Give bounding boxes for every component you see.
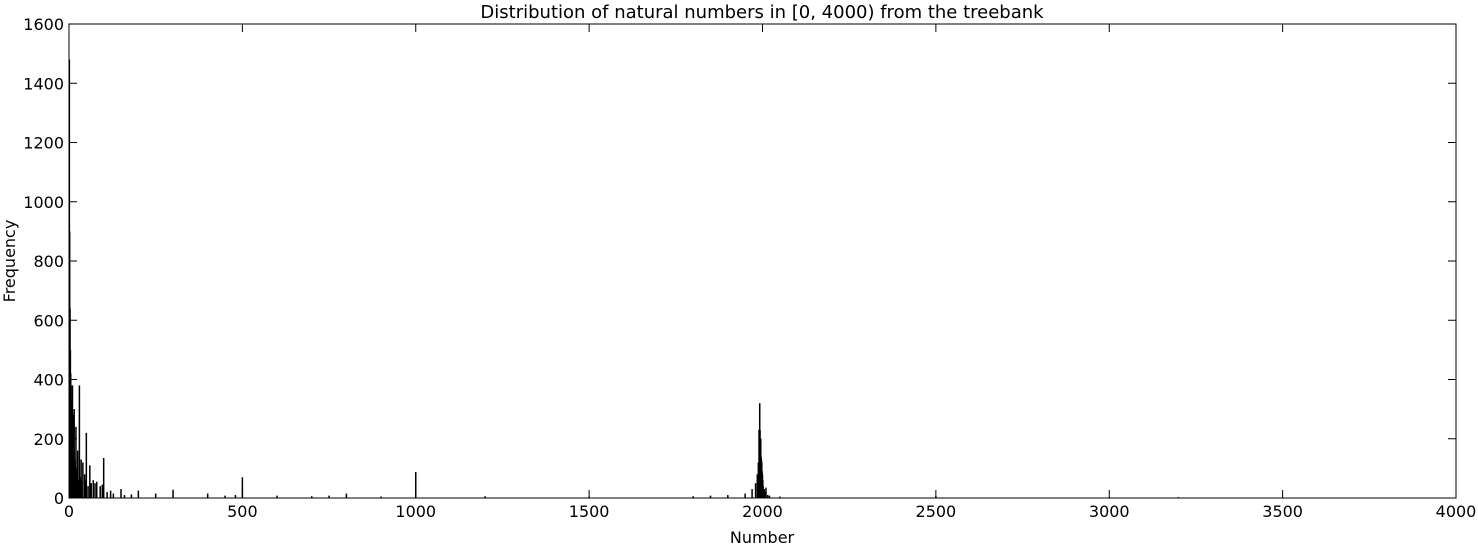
- bar: [154, 493, 157, 498]
- bar: [78, 385, 81, 498]
- bar: [89, 465, 91, 498]
- bar: [276, 495, 278, 498]
- bar: [380, 496, 382, 498]
- y-tick-label: 1400: [23, 74, 64, 93]
- x-tick-label: 2500: [916, 502, 957, 521]
- y-tick-label: 800: [33, 252, 64, 271]
- y-tick-label: 1200: [23, 134, 64, 153]
- bar: [709, 495, 712, 498]
- bar: [94, 483, 96, 498]
- bar: [90, 483, 92, 498]
- bar: [310, 496, 313, 498]
- bar: [754, 483, 757, 498]
- bar: [76, 450, 79, 498]
- bar: [82, 462, 84, 498]
- bar: [328, 495, 330, 498]
- bar: [109, 490, 112, 498]
- bar: [78, 477, 81, 498]
- y-tick-label: 600: [33, 311, 64, 330]
- bar: [692, 496, 694, 498]
- bar: [80, 459, 82, 498]
- bar: [106, 492, 108, 498]
- chart-title: Distribution of natural numbers in [0, 4…: [480, 2, 1044, 23]
- x-axis-label: Number: [730, 528, 795, 547]
- bar: [241, 477, 244, 498]
- bar: [75, 426, 77, 498]
- x-tick-label: 3500: [1262, 502, 1303, 521]
- x-tick-label: 500: [227, 502, 258, 521]
- bar: [130, 494, 133, 498]
- bar: [756, 474, 759, 498]
- bar: [99, 486, 101, 498]
- bar: [80, 480, 83, 498]
- bar: [224, 495, 226, 498]
- bar: [92, 480, 95, 498]
- bar: [83, 474, 86, 498]
- y-tick-label: 400: [33, 371, 64, 390]
- bar: [102, 458, 105, 498]
- bar: [234, 495, 237, 498]
- x-tick-label: 4000: [1436, 502, 1477, 521]
- bar: [101, 484, 104, 498]
- y-tick-label: 1600: [23, 15, 64, 34]
- bar: [112, 493, 115, 498]
- bar: [95, 481, 98, 498]
- bar: [172, 489, 174, 498]
- y-tick-label: 0: [54, 489, 64, 508]
- bar: [744, 493, 746, 498]
- bar: [762, 486, 764, 498]
- y-tick-label: 200: [33, 430, 64, 449]
- bar: [73, 409, 75, 498]
- x-tick-label: 3000: [1089, 502, 1130, 521]
- y-axis-label: Frequency: [0, 220, 19, 303]
- bar: [206, 493, 209, 498]
- bar: [766, 495, 769, 498]
- bar: [484, 496, 486, 498]
- bar: [768, 495, 771, 498]
- bar: [779, 496, 781, 498]
- x-tick-label: 2000: [742, 502, 783, 521]
- y-tick-label: 1000: [23, 193, 64, 212]
- bar: [345, 493, 348, 498]
- bar: [727, 495, 729, 498]
- x-tick-label: 1000: [395, 502, 436, 521]
- bar: [85, 432, 88, 498]
- bar: [123, 495, 126, 498]
- bar: [137, 490, 140, 498]
- bar: [77, 480, 80, 498]
- bar: [87, 486, 89, 498]
- x-tick-label: 0: [64, 502, 74, 521]
- bar: [765, 487, 767, 498]
- bar: [763, 489, 765, 498]
- plot-frame: [68, 23, 1457, 499]
- x-tick-label: 1500: [569, 502, 610, 521]
- bar: [751, 489, 753, 498]
- bar: [120, 489, 122, 498]
- bar: [415, 471, 417, 498]
